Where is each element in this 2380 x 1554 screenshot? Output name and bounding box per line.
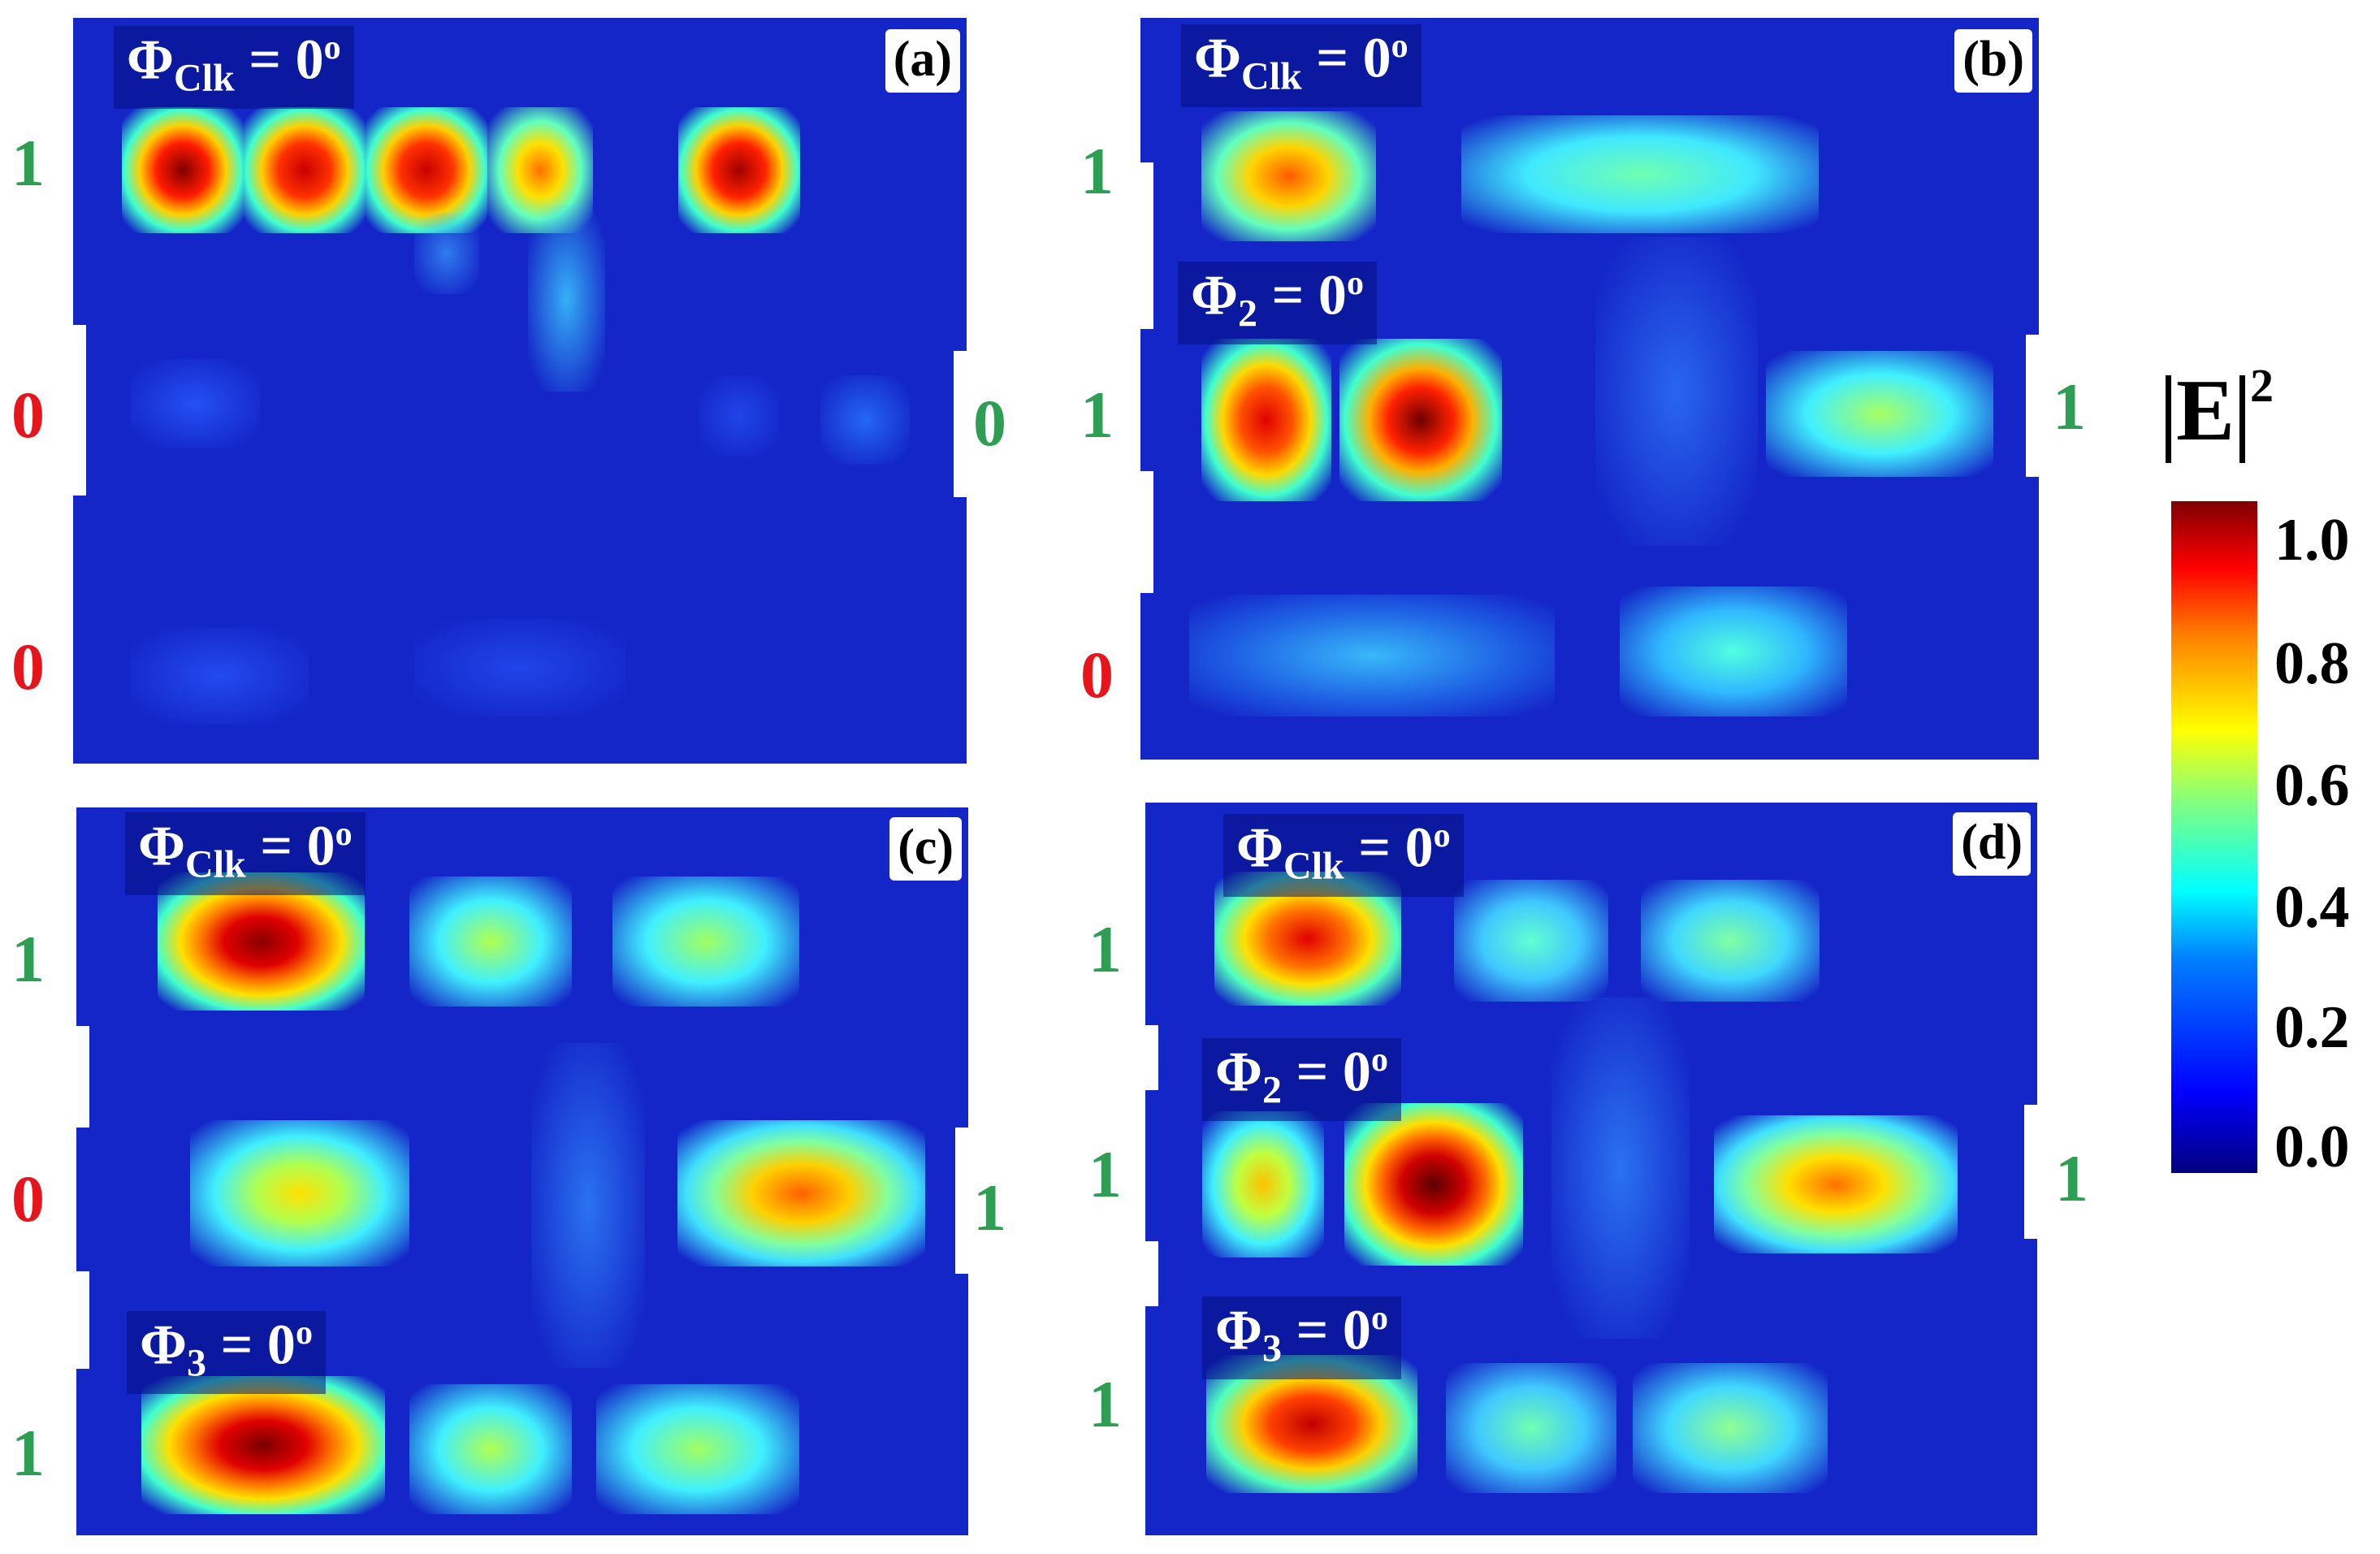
hotspot: [699, 375, 780, 457]
hotspot: [1714, 1115, 1958, 1253]
colorbar-tick: 0.2: [2274, 994, 2350, 1061]
phase-label-2: Φ2 = 0o: [1178, 262, 1377, 345]
phase-label-2: Φ2 = 0o: [1202, 1038, 1401, 1122]
panel-d: ΦClk = 0o Φ2 = 0o Φ3 = 0o (d): [1145, 803, 2037, 1535]
hotspot: [1620, 587, 1847, 716]
hotspot: [1461, 115, 1819, 233]
hotspot: [531, 1043, 645, 1368]
input-label-c-2: 0: [11, 1162, 45, 1236]
input-label-c-1: 1: [11, 922, 45, 996]
hotspot: [1344, 1103, 1523, 1266]
panel-tag: (b): [1954, 29, 2032, 93]
hotspot: [414, 619, 625, 716]
hotspot: [1201, 339, 1331, 501]
hotspot: [678, 107, 800, 233]
panel-tag: (a): [885, 29, 960, 93]
colorbar-tick: 0.8: [2274, 630, 2350, 697]
hotspot: [677, 1120, 925, 1266]
panel-b-notch: [1140, 162, 1153, 329]
hotspot: [1595, 237, 1758, 546]
hotspot: [244, 107, 366, 233]
hotspot: [409, 877, 572, 1006]
hotspot: [366, 107, 487, 233]
hotspot: [409, 1384, 572, 1514]
hotspot: [1551, 998, 1690, 1339]
input-label-d-1: 1: [1088, 912, 1122, 986]
hotspot: [141, 1376, 385, 1514]
panel-c: ΦClk = 0o Φ3 = 0o (c): [76, 807, 968, 1535]
phase-label-clk: ΦClk = 0o: [1223, 814, 1464, 898]
output-label-c: 1: [973, 1171, 1006, 1244]
hotspot: [130, 627, 309, 725]
panel-c-notch: [76, 1026, 89, 1128]
panel-a-notch: [954, 351, 967, 497]
hotspot: [122, 107, 244, 233]
hotspot: [1201, 111, 1376, 241]
hotspot: [414, 213, 479, 294]
phase-label-clk: ΦClk = 0o: [114, 26, 354, 110]
phase-label-3: Φ3 = 0o: [1202, 1296, 1401, 1380]
hotspot: [190, 1120, 409, 1266]
hotspot: [1633, 1363, 1828, 1493]
panel-d-notch: [1145, 1025, 1158, 1090]
output-label-a: 0: [973, 386, 1006, 460]
panel-b-notch: [2026, 335, 2039, 477]
panel-d-notch: [1145, 1241, 1158, 1306]
panel-b: ΦClk = 0o Φ2 = 0o (b): [1140, 18, 2039, 760]
input-label-c-3: 1: [11, 1416, 45, 1490]
hotspot: [1766, 351, 1993, 477]
phase-label-3: Φ3 = 0o: [127, 1311, 326, 1395]
hotspot: [158, 872, 365, 1011]
hotspot: [1189, 595, 1555, 716]
input-label-b-1: 1: [1080, 134, 1114, 208]
colorbar-tick: 0.4: [2274, 874, 2350, 941]
hotspot: [130, 359, 260, 448]
input-label-d-3: 1: [1088, 1367, 1122, 1441]
input-label-b-3: 0: [1080, 638, 1114, 712]
output-label-d: 1: [2055, 1141, 2088, 1215]
output-label-b: 1: [2053, 370, 2086, 444]
colorbar-tick: 0.0: [2274, 1114, 2350, 1180]
hotspot: [528, 205, 605, 392]
colorbar: [2171, 501, 2257, 1173]
panel-c-notch: [955, 1128, 968, 1274]
input-label-a-1: 1: [11, 126, 45, 200]
panel-c-notch: [76, 1271, 89, 1369]
panel-a-notch: [73, 325, 86, 496]
hotspot: [612, 877, 799, 1006]
panel-a: ΦClk = 0o (a): [73, 18, 967, 764]
hotspot: [596, 1384, 799, 1514]
colorbar-tick: 0.6: [2274, 752, 2350, 819]
panel-tag: (c): [889, 817, 962, 881]
hotspot: [1641, 880, 1820, 1002]
panel-d-notch: [2024, 1105, 2037, 1239]
hotspot: [1454, 880, 1608, 1002]
input-label-a-2: 0: [11, 378, 45, 452]
hotspot: [820, 375, 910, 465]
input-label-a-3: 0: [11, 630, 45, 703]
hotspot: [1202, 1111, 1324, 1257]
hotspot: [1446, 1363, 1616, 1493]
panel-tag: (d): [1953, 812, 2031, 876]
input-label-d-2: 1: [1088, 1137, 1122, 1211]
phase-label-clk: ΦClk = 0o: [1181, 24, 1422, 108]
colorbar-tick: 1.0: [2274, 507, 2350, 574]
hotspot: [1339, 339, 1502, 501]
panel-b-notch: [1140, 471, 1153, 593]
input-label-b-2: 1: [1080, 378, 1114, 452]
phase-label-clk: ΦClk = 0o: [125, 812, 366, 896]
